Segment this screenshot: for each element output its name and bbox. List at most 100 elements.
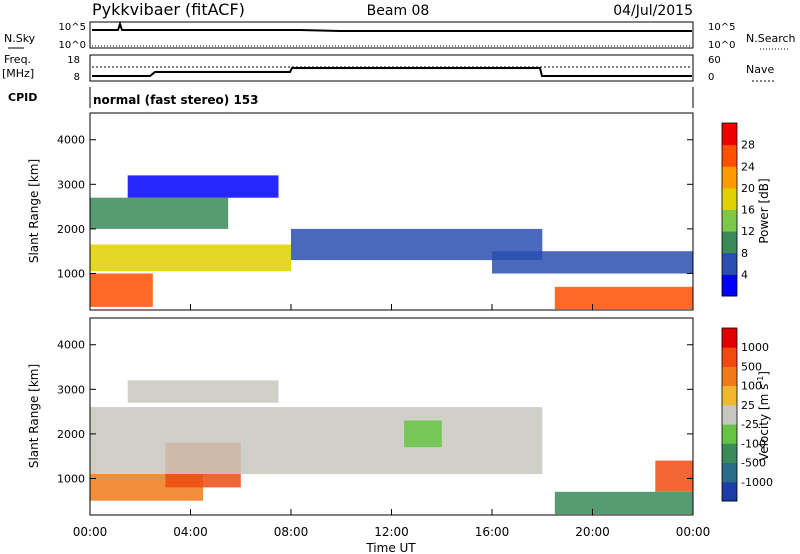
velocity-colorbar-frame [721, 327, 738, 502]
nave-label: Nave [746, 63, 774, 76]
time-tick-label: 12:00 [374, 525, 409, 539]
velocity-y-tick-label: 3000 [57, 383, 85, 396]
velocity-region-3 [127, 380, 279, 403]
nsky-frame [89, 21, 694, 49]
power-colorbar-swatch [722, 123, 737, 146]
time-tick-label: 08:00 [274, 525, 309, 539]
nsky-trace [92, 20, 692, 32]
station-title: Pykkvibaer (fitACF) [92, 0, 245, 19]
velocity-colorbar-swatch [722, 424, 737, 444]
power-colorbar-tick: 16 [741, 204, 755, 217]
velocity-colorbar-label: Velocity [m s-1] [756, 371, 771, 461]
power-colorbar-tick: 20 [741, 182, 755, 195]
power-y-tick-label: 2000 [57, 223, 85, 236]
freq-label: Freq. [4, 53, 31, 66]
freq-trace [92, 67, 692, 77]
power-colorbar: 4 8 12 16 20 24 28 [721, 122, 755, 297]
velocity-panel: 1000 2000 3000 4000 Slant Range [km] 1000 50… [27, 317, 773, 516]
velocity-colorbar-swatch [722, 328, 737, 348]
velocity-region-2 [90, 407, 543, 474]
velocity-colorbar-tick: -1000 [741, 476, 773, 489]
velocity-colorbar: 1000 500 100 25 -25 -100 -500 -1000 [721, 327, 773, 502]
cpid-panel: CPID normal (fast stereo) 153 [8, 87, 694, 108]
power-colorbar-swatch [722, 209, 737, 232]
time-tick-label: 00:00 [676, 525, 711, 539]
freq-tick-bottom: 8 [74, 72, 80, 83]
date-title: 04/Jul/2015 [613, 3, 693, 19]
velocity-y-tick-label: 2000 [57, 428, 85, 441]
power-marks [90, 175, 693, 310]
power-colorbar-swatch [722, 187, 737, 210]
velocity-y-ticks: 1000 2000 3000 4000 [57, 339, 693, 485]
time-axis: 00:00 04:00 08:00 12:00 16:00 20:00 00:00 [73, 304, 711, 539]
velocity-colorbar-swatch [722, 404, 737, 425]
velocity-colorbar-label-main: Velocity [m s [757, 384, 771, 461]
velocity-colorbar-swatch [722, 462, 737, 483]
power-y-tick-label: 1000 [57, 267, 85, 280]
velocity-colorbar-label-close: ] [757, 371, 771, 376]
power-region-2 [90, 197, 229, 229]
velocity-region-6 [655, 460, 693, 492]
nsearch-label: N.Search [746, 32, 796, 45]
velocity-colorbar-tick: -500 [741, 457, 766, 470]
power-region-3 [127, 175, 279, 198]
power-region-6 [554, 286, 693, 310]
freq-unit: [MHz] [2, 67, 34, 80]
velocity-y-tick-label: 1000 [57, 472, 85, 485]
power-colorbar-swatch [722, 231, 737, 254]
nave-tick-bottom: 0 [708, 72, 714, 83]
power-colorbar-tick: 4 [741, 268, 748, 281]
power-colorbar-tick: 28 [741, 139, 755, 152]
velocity-colorbar-tick: 1000 [741, 341, 769, 354]
velocity-colorbar-swatch [722, 347, 737, 367]
nsearch-tick-bottom: 10^0 [708, 40, 735, 51]
velocity-colorbar-swatch [722, 443, 737, 463]
freq-frame [89, 54, 694, 82]
velocity-colorbar-label-sup: -1 [756, 376, 765, 384]
velocity-colorbar-tick: 100 [741, 380, 762, 393]
power-y-ticks: 1000 2000 3000 4000 [57, 134, 693, 280]
nsky-panel: N.Sky 10^5 10^0 10^5 10^0 N.Search [4, 20, 796, 51]
velocity-colorbar-tick: 500 [741, 360, 762, 373]
power-colorbar-tick: 8 [741, 247, 748, 260]
power-colorbar-swatch [722, 166, 737, 189]
nsky-label: N.Sky [4, 32, 36, 45]
power-region-5 [492, 251, 693, 274]
velocity-marks [90, 380, 693, 515]
velocity-colorbar-tick: -100 [741, 437, 766, 450]
nsky-tick-bottom: 10^0 [59, 40, 86, 51]
freq-panel: Freq. [MHz] 18 8 60 0 Nave [2, 53, 776, 83]
velocity-colorbar-swatch [722, 481, 737, 502]
power-colorbar-swatch [722, 144, 737, 167]
power-colorbar-swatch [722, 252, 737, 275]
cpid-label: CPID [8, 91, 37, 104]
velocity-colorbar-tick: -25 [741, 418, 759, 431]
cpid-text: normal (fast stereo) 153 [93, 93, 259, 107]
power-colorbar-label: Power [dB] [757, 178, 771, 243]
power-y-tick-label: 4000 [57, 134, 85, 147]
power-region-1 [90, 244, 291, 272]
time-tick-label: 16:00 [475, 525, 510, 539]
velocity-colorbar-tick: 25 [741, 399, 755, 412]
nsky-tick-top: 10^5 [59, 22, 86, 33]
power-region-0 [90, 273, 153, 307]
freq-tick-top: 18 [67, 55, 80, 66]
time-axis-label: Time UT [365, 541, 416, 554]
power-y-label: Slant Range [km] [27, 159, 41, 263]
power-colorbar-frame [721, 122, 738, 297]
velocity-colorbar-swatch [722, 385, 737, 406]
power-colorbar-tick: 24 [741, 160, 755, 173]
power-colorbar-tick: 12 [741, 225, 755, 238]
time-tick-label: 00:00 [73, 525, 108, 539]
velocity-region-5 [554, 491, 693, 515]
time-tick-label: 20:00 [575, 525, 610, 539]
nsearch-tick-top: 10^5 [708, 22, 735, 33]
power-y-tick-label: 3000 [57, 178, 85, 191]
velocity-y-label: Slant Range [km] [27, 364, 41, 468]
nave-tick-top: 60 [708, 55, 721, 66]
beam-title: Beam 08 [367, 3, 430, 19]
time-tick-label: 04:00 [173, 525, 208, 539]
power-colorbar-swatch [722, 274, 737, 297]
power-panel: 1000 2000 3000 4000 Slant Range [km] 4 8 12 16… [27, 112, 771, 311]
